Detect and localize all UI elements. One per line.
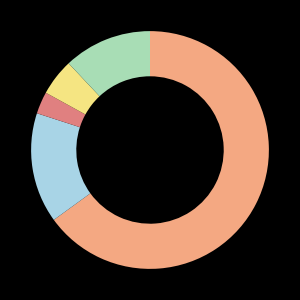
Wedge shape [69,31,150,96]
Wedge shape [46,63,100,115]
Wedge shape [54,31,269,269]
Wedge shape [31,113,90,220]
Wedge shape [37,93,86,127]
